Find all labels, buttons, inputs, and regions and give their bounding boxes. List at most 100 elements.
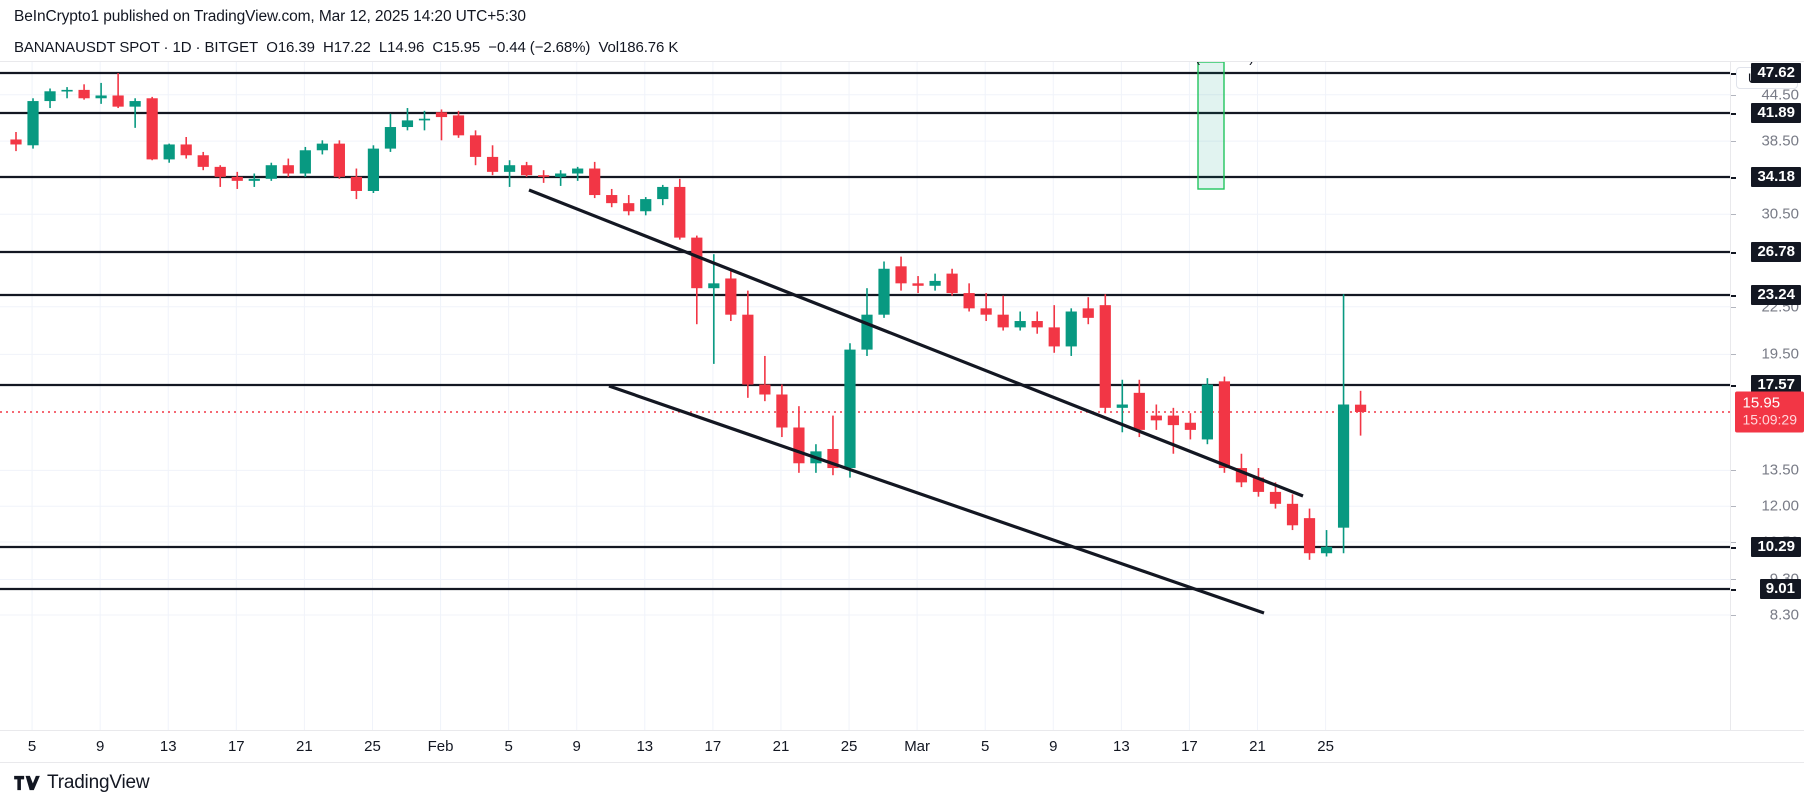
candle-body[interactable] xyxy=(350,176,362,191)
candle-body[interactable] xyxy=(555,173,567,177)
candle-body[interactable] xyxy=(929,280,941,286)
candle-body[interactable] xyxy=(657,186,669,200)
candle-body[interactable] xyxy=(912,283,924,286)
candle-body[interactable] xyxy=(963,293,975,309)
price-level-tag[interactable]: 10.29 xyxy=(1751,537,1801,557)
candle-body[interactable] xyxy=(163,144,175,160)
price-level-tag[interactable]: 34.18 xyxy=(1751,167,1801,187)
candle-body[interactable] xyxy=(61,89,73,92)
candle-body[interactable] xyxy=(589,168,601,196)
candle-body[interactable] xyxy=(1116,404,1128,408)
price-level-tag[interactable]: 9.01 xyxy=(1759,579,1801,599)
candle-body[interactable] xyxy=(606,195,618,204)
channel-upper[interactable] xyxy=(528,188,1304,498)
candle-body[interactable] xyxy=(214,166,226,177)
time-tick-label: 9 xyxy=(572,738,581,755)
candle-body[interactable] xyxy=(861,314,873,350)
candle-body[interactable] xyxy=(980,308,992,315)
price-tick-mark xyxy=(1731,579,1736,581)
candle-body[interactable] xyxy=(282,165,294,174)
candle-body[interactable] xyxy=(418,118,431,121)
measure-box[interactable] xyxy=(1197,62,1225,190)
time-tick-label: 13 xyxy=(636,738,654,755)
candle-body[interactable] xyxy=(78,89,90,99)
candle-body[interactable] xyxy=(1320,546,1333,554)
candle-body[interactable] xyxy=(1252,477,1265,492)
candle-body[interactable] xyxy=(725,278,737,315)
price-level-tag[interactable]: 47.62 xyxy=(1751,63,1801,83)
candle-body[interactable] xyxy=(538,175,550,177)
candle-body[interactable] xyxy=(129,101,141,107)
candle-body[interactable] xyxy=(503,165,516,172)
candle-body[interactable] xyxy=(197,155,209,167)
price-level-tag[interactable]: 17.57 xyxy=(1751,375,1801,395)
candle-body[interactable] xyxy=(1014,321,1026,328)
candle-body[interactable] xyxy=(95,95,107,99)
candle-body[interactable] xyxy=(827,448,839,469)
candle-body[interactable] xyxy=(674,186,686,238)
candle-body[interactable] xyxy=(384,127,397,149)
candle-body[interactable] xyxy=(486,156,499,172)
candle-body[interactable] xyxy=(878,268,890,315)
candle-body[interactable] xyxy=(1218,381,1231,469)
candle-body[interactable] xyxy=(1354,404,1367,412)
chart-plot-area[interactable]: 4.89 (44.17%) 489 xyxy=(0,62,1730,730)
candle-body[interactable] xyxy=(521,165,533,176)
candle-body[interactable] xyxy=(1167,415,1179,426)
candle-body[interactable] xyxy=(265,165,277,179)
candle-body[interactable] xyxy=(27,101,39,146)
time-axis[interactable]: 255913172125Feb5913172125Mar5913172125 xyxy=(0,730,1804,762)
candle-body[interactable] xyxy=(708,283,720,289)
candle-body[interactable] xyxy=(1337,404,1350,528)
candle-body[interactable] xyxy=(180,144,192,156)
candle-body[interactable] xyxy=(691,237,703,289)
candle-body[interactable] xyxy=(452,115,465,136)
candle-body[interactable] xyxy=(997,314,1009,328)
candle-body[interactable] xyxy=(572,168,584,174)
current-price-tag[interactable]: 15.95 15:09:29 xyxy=(1734,391,1804,433)
candle-body[interactable] xyxy=(946,273,958,294)
candle-body[interactable] xyxy=(793,427,805,464)
symbol-label[interactable]: BANANAUSDT SPOT · 1D · BITGET xyxy=(14,38,259,56)
candle-body[interactable] xyxy=(435,112,448,118)
candle-body[interactable] xyxy=(146,98,158,160)
price-tick-minor: 30.50 xyxy=(1761,205,1799,223)
candle-body[interactable] xyxy=(231,176,243,181)
candle-body[interactable] xyxy=(640,199,652,212)
candle-body[interactable] xyxy=(367,148,380,191)
candle-body[interactable] xyxy=(623,203,635,212)
candle-body[interactable] xyxy=(1082,308,1094,318)
candle-body[interactable] xyxy=(759,384,771,395)
candle-body[interactable] xyxy=(844,349,856,469)
candle-body[interactable] xyxy=(1286,503,1299,526)
candle-body[interactable] xyxy=(112,95,124,107)
candle-body[interactable] xyxy=(895,266,907,284)
candle-body[interactable] xyxy=(1065,311,1077,347)
candle-body[interactable] xyxy=(742,314,754,385)
candle-body[interactable] xyxy=(1235,468,1248,483)
candle-body[interactable] xyxy=(1048,327,1060,347)
price-level-tag[interactable]: 23.24 xyxy=(1751,285,1801,305)
candle-body[interactable] xyxy=(1184,422,1196,430)
candle-body[interactable] xyxy=(10,139,22,145)
time-tick-label: 5 xyxy=(981,738,990,755)
price-level-tag[interactable]: 26.78 xyxy=(1751,242,1801,262)
channel-lower[interactable] xyxy=(608,384,1265,615)
candle-body[interactable] xyxy=(44,91,56,102)
candle-body[interactable] xyxy=(299,150,311,174)
candle-body[interactable] xyxy=(316,143,328,151)
candle-body[interactable] xyxy=(248,178,260,181)
candle-body[interactable] xyxy=(401,120,414,128)
candle-body[interactable] xyxy=(776,394,788,428)
candle-body[interactable] xyxy=(1099,305,1111,408)
candle-body[interactable] xyxy=(1031,321,1043,328)
price-axis[interactable]: USDT 44.5038.5030.5022.5019.5013.5012.00… xyxy=(1730,62,1804,730)
candle-body[interactable] xyxy=(1303,518,1316,554)
candle-body[interactable] xyxy=(1133,392,1145,430)
candle-body[interactable] xyxy=(469,135,482,157)
price-level-tag[interactable]: 41.89 xyxy=(1751,103,1801,123)
candle-body[interactable] xyxy=(1150,415,1162,421)
candle-body[interactable] xyxy=(333,143,345,177)
candle-body[interactable] xyxy=(1269,491,1282,504)
candle-body[interactable] xyxy=(1201,384,1213,440)
